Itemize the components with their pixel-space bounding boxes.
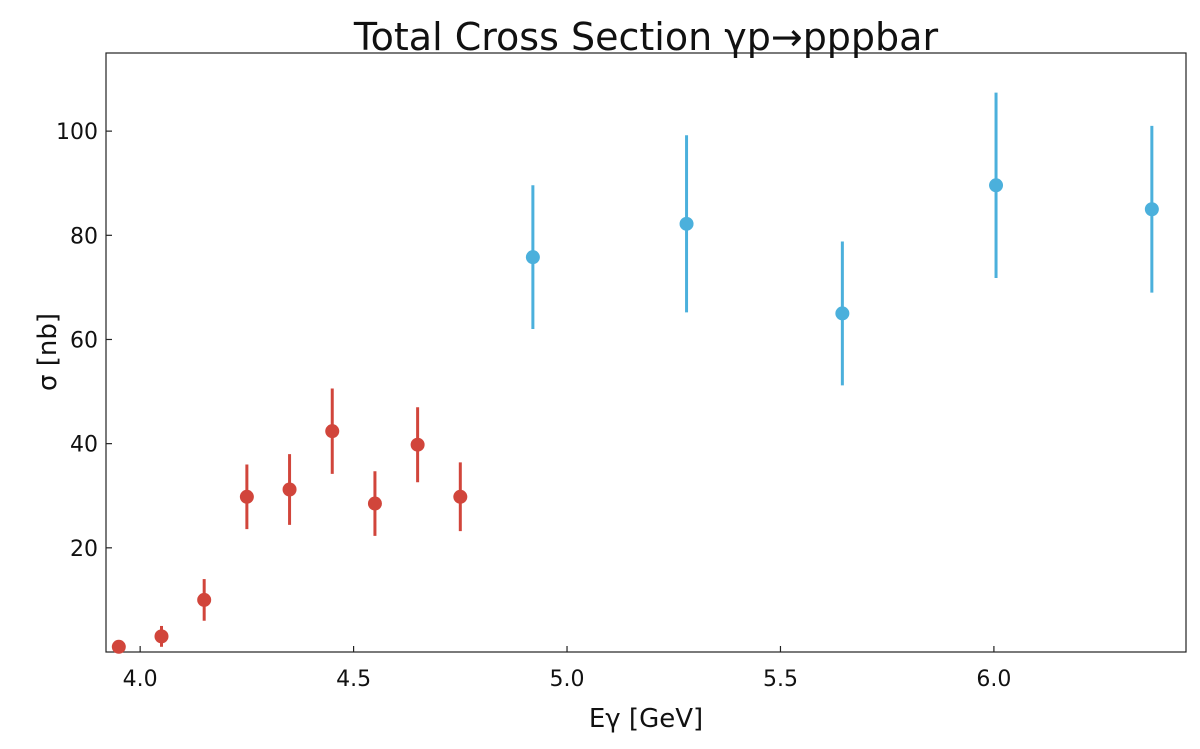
x-axis-label: Eγ [GeV] — [589, 704, 703, 734]
data-point — [410, 437, 425, 452]
data-point — [367, 496, 382, 511]
data-point — [197, 592, 212, 607]
y-axis-label: σ [nb] — [33, 313, 63, 391]
data-point — [989, 178, 1004, 193]
data-point — [679, 216, 694, 231]
data-point — [1144, 202, 1159, 217]
data-point — [835, 306, 850, 321]
y-axis-ticks: 20 40 60 80 100 — [56, 120, 112, 562]
chart-title: Total Cross Section γp→pppbar — [353, 15, 939, 59]
data-point — [239, 489, 254, 504]
data-point — [525, 250, 540, 265]
y-tick-label: 100 — [56, 120, 98, 145]
data-point — [111, 639, 126, 654]
data-series — [111, 92, 1159, 654]
y-tick-label: 60 — [70, 328, 98, 353]
data-point — [453, 489, 468, 504]
y-tick-label: 40 — [70, 433, 98, 458]
x-axis-ticks: 4.0 4.5 5.0 5.5 6.0 — [123, 646, 1011, 692]
x-tick-label: 6.0 — [976, 667, 1011, 692]
data-point — [282, 482, 297, 497]
y-tick-label: 80 — [70, 224, 98, 249]
y-tick-label: 20 — [70, 537, 98, 562]
x-tick-label: 4.5 — [336, 667, 371, 692]
data-point — [154, 629, 169, 644]
series-2 — [525, 92, 1159, 386]
x-tick-label: 5.0 — [550, 667, 585, 692]
x-tick-label: 4.0 — [123, 667, 158, 692]
plot-area-frame — [105, 52, 1187, 653]
x-tick-label: 5.5 — [763, 667, 798, 692]
series-1 — [111, 388, 468, 654]
data-point — [325, 424, 340, 439]
